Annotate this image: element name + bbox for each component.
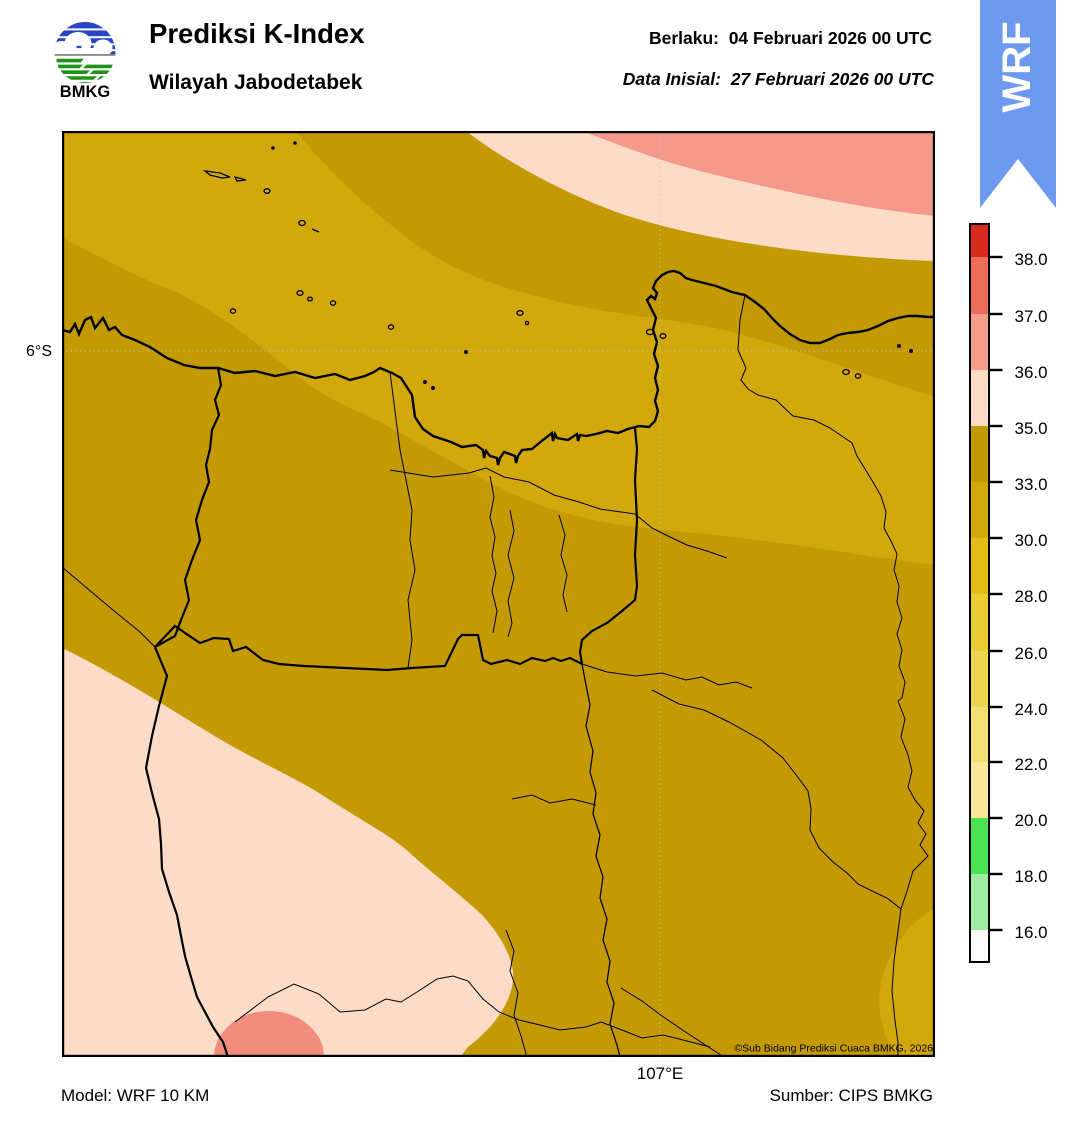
svg-text:28.0: 28.0	[1015, 587, 1048, 606]
svg-text:38.0: 38.0	[1015, 250, 1048, 269]
svg-text:©Sub Bidang Prediksi Cuaca BMK: ©Sub Bidang Prediksi Cuaca BMKG, 2026	[734, 1043, 933, 1055]
svg-text:35.0: 35.0	[1015, 419, 1048, 438]
svg-text:24.0: 24.0	[1015, 700, 1048, 719]
svg-text:37.0: 37.0	[1015, 307, 1048, 326]
svg-text:26.0: 26.0	[1015, 644, 1048, 663]
svg-text:22.0: 22.0	[1015, 755, 1048, 774]
svg-text:20.0: 20.0	[1015, 811, 1048, 830]
svg-text:33.0: 33.0	[1015, 475, 1048, 494]
svg-text:30.0: 30.0	[1015, 531, 1048, 550]
svg-text:WRF: WRF	[995, 21, 1039, 112]
svg-text:16.0: 16.0	[1015, 923, 1048, 942]
svg-text:18.0: 18.0	[1015, 867, 1048, 886]
svg-text:36.0: 36.0	[1015, 363, 1048, 382]
